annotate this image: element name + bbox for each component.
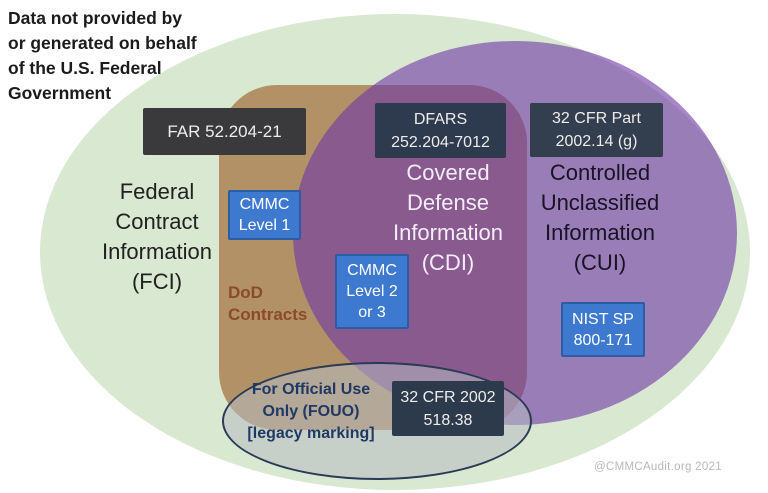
fouo-region-label: For Official Use Only (FOUO) [legacy mar… <box>247 381 375 442</box>
dfars-252-204-7012-box: DFARS 252.204-7012 <box>375 103 506 158</box>
fci-region-label: Federal Contract Information (FCI) <box>101 179 213 294</box>
dod-contracts-label: DoD Contracts <box>228 283 308 324</box>
32-cfr-part-2002-14g-box: 32 CFR Part 2002.14 (g) <box>530 103 663 157</box>
cmmc-level-1-box: CMMC Level 1 <box>228 190 301 240</box>
cmmc-level-2-or-3-box: CMMC Level 2 or 3 <box>335 254 409 329</box>
watermark-credit: @CMMCAudit.org 2021 <box>594 461 722 473</box>
32-cfr-2002-518-38-box: 32 CFR 2002 518.38 <box>392 381 504 436</box>
nist-sp-800-171-box: NIST SP 800-171 <box>561 302 645 357</box>
cdi-region-label: Covered Defense Information (CDI) <box>392 160 504 275</box>
cui-region-ellipse <box>293 41 737 425</box>
note-text: Data not provided by or generated on beh… <box>8 8 197 103</box>
cui-region-label: Controlled Unclassified Information (CUI… <box>540 160 660 275</box>
far-52-204-21-box: FAR 52.204-21 <box>143 108 306 155</box>
